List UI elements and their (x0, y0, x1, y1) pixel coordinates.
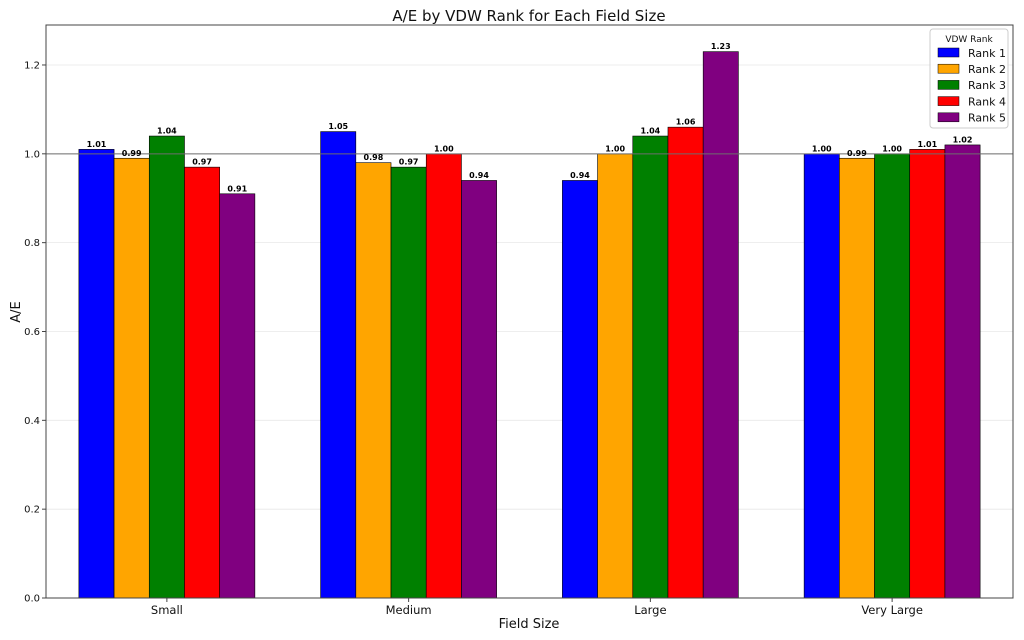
bar (597, 153, 634, 599)
x-tick-label: Medium (386, 603, 432, 617)
legend-label: Rank 3 (968, 79, 1006, 92)
bar (425, 153, 462, 599)
legend-label: Rank 1 (968, 47, 1006, 60)
bar-value-label: 1.00 (434, 144, 454, 153)
legend-swatch (937, 63, 960, 74)
bar-value-label: 0.99 (122, 149, 142, 158)
bar-value-label: 1.00 (605, 144, 625, 153)
bar-value-label: 1.01 (87, 140, 107, 149)
x-tick-label: Small (151, 603, 183, 617)
data-labels: 1.01 0.99 1.04 0.97 0.91 1.05 0.98 0.97 1.00 0.94… (87, 42, 973, 193)
bar (355, 162, 392, 599)
bar-value-label: 0.91 (227, 184, 247, 193)
legend-swatch (937, 47, 960, 58)
x-tick-label: Large (634, 603, 666, 617)
bar (667, 126, 704, 599)
bar (702, 51, 739, 599)
legend-swatch (937, 96, 960, 106)
bar-value-label: 1.00 (882, 144, 902, 153)
bar (113, 157, 150, 599)
bar-value-label: 1.01 (917, 140, 937, 149)
y-tick-label: 1.0 (24, 149, 40, 160)
bar-value-label: 1.06 (676, 118, 696, 127)
legend-swatch (937, 112, 960, 123)
y-tick-label: 0.2 (24, 505, 40, 516)
legend-label: Rank 5 (968, 112, 1006, 125)
y-axis-label: A/E (9, 301, 24, 323)
chart-title: A/E by VDW Rank for Each Field Size (392, 7, 665, 25)
legend-label: Rank 4 (968, 95, 1006, 108)
axes: 0.0 0.2 0.4 0.6 0.8 1.0 1.2 Small Medium Large Ver… (24, 24, 1014, 617)
bar (874, 153, 911, 599)
bar (632, 135, 669, 599)
bar (803, 153, 840, 599)
bar (390, 166, 427, 599)
bar (562, 180, 598, 599)
bar-value-label: 0.99 (847, 149, 867, 158)
bar (944, 144, 981, 599)
bar-value-label: 1.05 (328, 122, 348, 131)
bar-value-label: 1.04 (157, 127, 177, 136)
bar-value-label: 1.02 (953, 135, 973, 144)
x-axis-label: Field Size (499, 617, 560, 632)
y-tick-label: 0.8 (24, 238, 40, 249)
bar (148, 135, 185, 599)
y-tick-label: 0.4 (24, 416, 40, 427)
bar (909, 149, 946, 599)
legend-swatch (937, 80, 960, 90)
bar-value-label: 0.98 (364, 153, 384, 162)
bar-value-label: 1.04 (641, 127, 661, 136)
legend: VDW Rank Rank 1 Rank 2 Rank 3 Rank 4 Rank 5 (929, 28, 1009, 129)
bar (461, 180, 497, 599)
y-tick-label: 1.2 (24, 60, 40, 71)
bar-value-label: 0.94 (469, 171, 489, 180)
bar (320, 131, 357, 599)
x-tick-label: Very Large (861, 603, 923, 617)
y-tick-label: 0.6 (24, 327, 40, 338)
bar (219, 193, 256, 599)
bar (184, 166, 220, 599)
bar-value-label: 1.00 (812, 144, 832, 153)
bar-value-label: 0.97 (192, 158, 212, 167)
bar (839, 157, 875, 599)
bar (78, 149, 115, 599)
legend-items: Rank 1 Rank 2 Rank 3 Rank 4 Rank 5 (937, 47, 1006, 125)
bar-value-label: 1.23 (711, 42, 731, 51)
bars (78, 51, 981, 599)
y-tick-label: 0.0 (24, 594, 40, 605)
legend-label: Rank 2 (968, 63, 1006, 76)
legend-title: VDW Rank (945, 35, 993, 45)
bar-value-label: 0.97 (399, 158, 419, 167)
bar-value-label: 0.94 (570, 171, 590, 180)
plot-frame (45, 24, 1014, 599)
